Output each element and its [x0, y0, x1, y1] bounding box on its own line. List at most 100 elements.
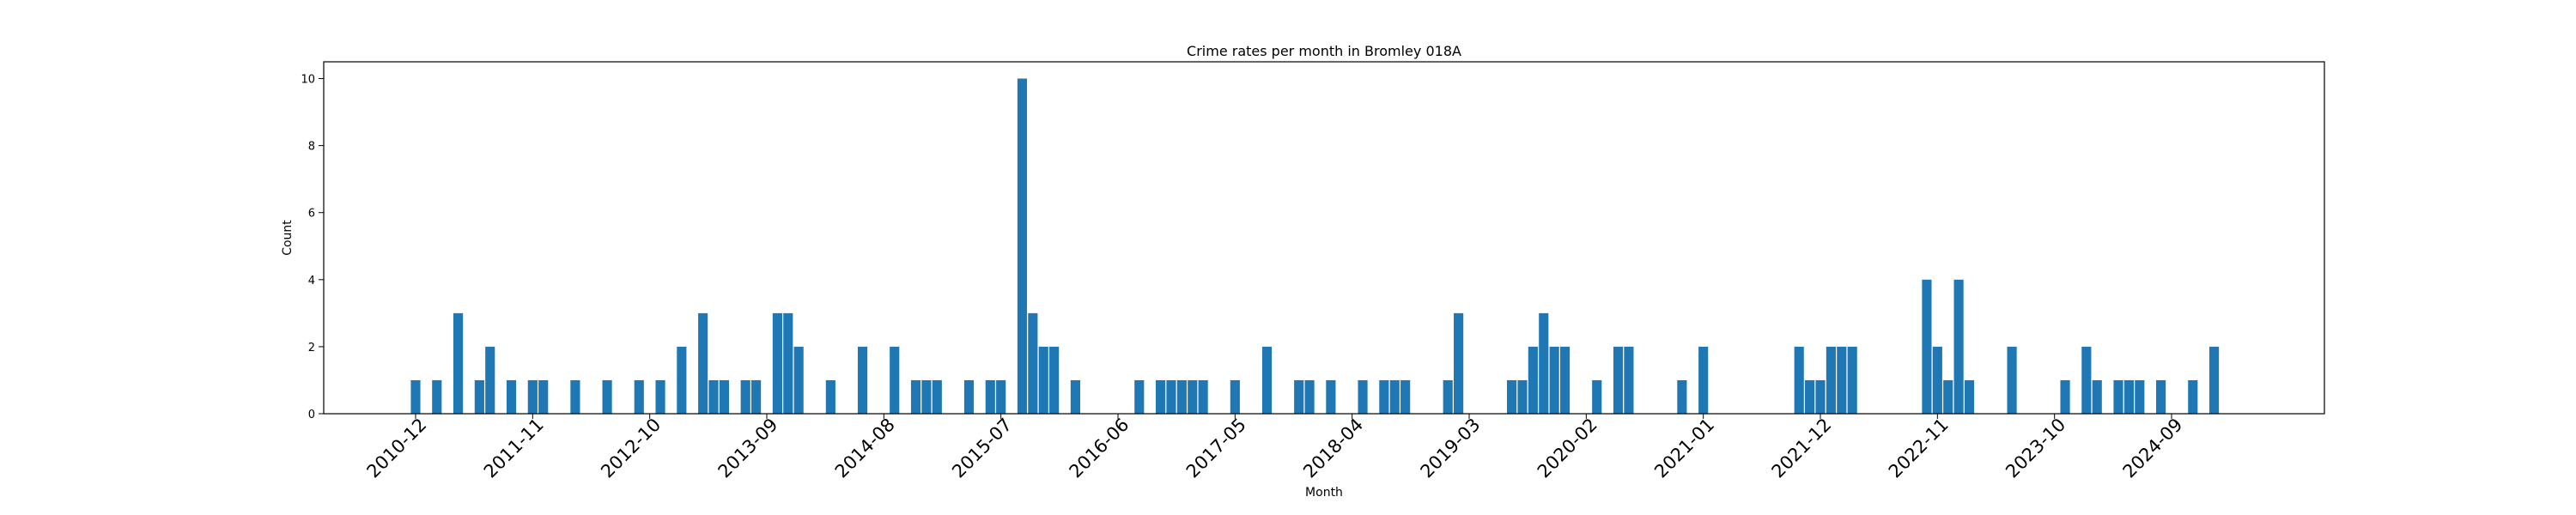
bar-2015-09 — [1017, 78, 1028, 415]
bar-2015-01 — [932, 379, 942, 414]
bar-2015-07 — [996, 379, 1006, 414]
bar-2013-12 — [793, 346, 804, 414]
bar-2019-10 — [1539, 312, 1549, 414]
bar-2016-12 — [1176, 379, 1187, 414]
bar-2015-11 — [1038, 346, 1048, 414]
bar-2020-05 — [1613, 346, 1624, 414]
bar-2022-01 — [1826, 346, 1836, 414]
x-tick-label: 2016-06 — [1066, 415, 1133, 482]
bar-2012-03 — [570, 379, 580, 414]
bar-2023-01 — [1953, 279, 1964, 414]
x-tick-label: 2018-04 — [1299, 415, 1367, 482]
bar-2022-11 — [1932, 346, 1942, 414]
bar-2024-05 — [2123, 379, 2134, 414]
bar-2014-03 — [825, 379, 835, 414]
bar-2021-11 — [1805, 379, 1815, 414]
bar-2024-06 — [2135, 379, 2145, 414]
x-axis-label: Month — [1305, 486, 1343, 500]
bar-2024-01 — [2081, 346, 2092, 414]
x-tick-label: 2020-02 — [1534, 415, 1601, 482]
bar-2013-11 — [783, 312, 793, 414]
bar-2021-10 — [1794, 346, 1804, 414]
x-tick-label: 2010-12 — [363, 415, 431, 482]
bar-2023-02 — [1964, 379, 1975, 414]
bar-2013-01 — [677, 346, 687, 414]
bar-2022-03 — [1847, 346, 1857, 414]
bar-2018-07 — [1379, 379, 1389, 414]
bar-2021-12 — [1815, 379, 1826, 414]
bars-group — [410, 78, 2220, 415]
bar-2019-09 — [1528, 346, 1538, 414]
bar-2019-01 — [1443, 379, 1453, 414]
bar-2020-03 — [1592, 379, 1602, 414]
bar-2019-08 — [1517, 379, 1528, 414]
bar-2017-08 — [1261, 346, 1273, 414]
bar-2015-04 — [963, 379, 975, 414]
bar-2010-12 — [410, 379, 421, 414]
bar-2024-08 — [2156, 379, 2166, 414]
x-tick-label: 2017-05 — [1182, 415, 1250, 482]
bar-2020-06 — [1624, 346, 1634, 414]
bar-2016-11 — [1166, 379, 1176, 414]
x-tick-label: 2015-07 — [948, 415, 1016, 482]
y-axis-label: Count — [281, 220, 295, 256]
bar-2024-04 — [2113, 379, 2123, 414]
bar-2022-12 — [1943, 379, 1953, 414]
bar-2016-08 — [1134, 379, 1145, 414]
bar-2014-12 — [921, 379, 932, 414]
bar-2016-10 — [1156, 379, 1166, 414]
bar-2018-02 — [1326, 379, 1336, 414]
bar-2011-12 — [538, 379, 549, 414]
bar-2013-05 — [719, 379, 729, 414]
bar-2022-02 — [1837, 346, 1847, 414]
y-tick-label: 6 — [308, 208, 315, 221]
bar-2012-09 — [634, 379, 644, 414]
bar-2014-09 — [890, 346, 900, 414]
x-tick-label: 2012-10 — [597, 415, 665, 482]
bar-2013-08 — [751, 379, 762, 414]
bar-2016-02 — [1070, 379, 1080, 414]
bar-2014-11 — [910, 379, 921, 414]
bar-2011-04 — [453, 312, 464, 414]
x-tick-label: 2011-11 — [480, 415, 548, 482]
bar-2011-11 — [527, 379, 538, 414]
bar-2024-02 — [2092, 379, 2102, 414]
bar-2024-11 — [2188, 379, 2198, 414]
bar-2023-11 — [2060, 379, 2070, 414]
y-tick-label: 8 — [308, 141, 315, 154]
bar-2015-10 — [1028, 312, 1038, 414]
x-tick-label: 2019-03 — [1417, 415, 1485, 482]
y-tick-label: 10 — [301, 74, 315, 87]
bar-2017-12 — [1304, 379, 1315, 414]
x-tick-label: 2024-09 — [2119, 415, 2187, 482]
bar-2015-12 — [1049, 346, 1060, 414]
bar-2018-09 — [1400, 379, 1411, 414]
bar-2019-11 — [1549, 346, 1559, 414]
bar-2018-05 — [1358, 379, 1368, 414]
x-tick-label: 2023-10 — [2002, 415, 2069, 482]
bar-2013-10 — [772, 312, 782, 414]
x-tick-label: 2014-08 — [831, 415, 899, 482]
y-tick-label: 2 — [308, 342, 315, 354]
bar-2013-04 — [708, 379, 719, 414]
x-tick-label: 2021-01 — [1650, 415, 1718, 482]
bar-2017-11 — [1294, 379, 1304, 414]
bar-2021-01 — [1698, 346, 1709, 414]
x-tick-label: 2013-09 — [714, 415, 782, 482]
bar-2019-02 — [1454, 312, 1464, 414]
x-axis: 2010-12 2011-11 2012-10 2013-09 2014-08 2015-… — [363, 414, 2187, 482]
y-tick-label: 0 — [308, 409, 315, 421]
bar-2012-11 — [655, 379, 665, 414]
x-tick-label: 2021-12 — [1768, 415, 1836, 482]
bar-2019-12 — [1559, 346, 1571, 414]
bar-2025-01 — [2209, 346, 2220, 414]
bar-2013-03 — [698, 312, 708, 414]
bar-2022-10 — [1922, 279, 1932, 414]
bar-2011-02 — [432, 379, 442, 414]
bar-2015-06 — [985, 379, 995, 414]
y-tick-label: 4 — [308, 275, 315, 288]
bar-2014-06 — [857, 346, 868, 414]
bar-2023-06 — [2007, 346, 2017, 414]
bar-2012-06 — [602, 379, 612, 414]
x-tick-label: 2022-11 — [1885, 415, 1953, 482]
